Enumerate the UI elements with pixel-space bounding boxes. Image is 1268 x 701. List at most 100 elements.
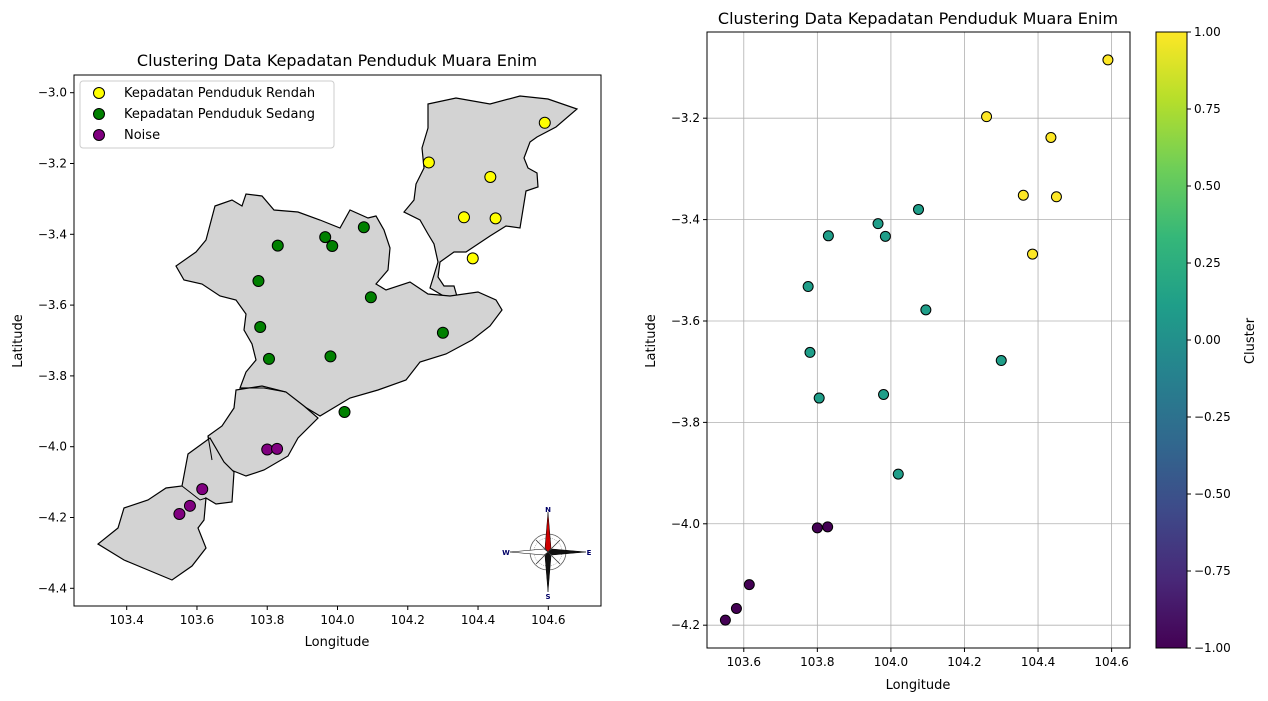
right-y-tick-label: −3.6 [671, 314, 700, 328]
right-point [1045, 131, 1057, 143]
compass-needle-south [544, 551, 552, 593]
compass-label-n: N [545, 506, 551, 514]
left-point-0 [484, 170, 497, 183]
compass-needle-east [547, 548, 587, 556]
legend-box [79, 80, 335, 149]
right-x-tick-label: 104.6 [1094, 655, 1128, 669]
regency-region-southwest [96, 437, 235, 581]
colorbar-tick-label: −0.75 [1194, 564, 1231, 578]
legend-marker [93, 129, 105, 141]
left-point-2 [261, 443, 274, 456]
colorbar-tick-label: 0.50 [1194, 179, 1221, 193]
right-point [872, 218, 884, 230]
left-point-0 [538, 116, 551, 129]
compass-label-s: S [545, 593, 550, 601]
left-point-1 [319, 231, 332, 244]
left-point-2 [183, 499, 196, 512]
left-point-1 [252, 275, 265, 288]
left-x-tick-label: 103.6 [180, 613, 214, 627]
right-point [913, 203, 924, 215]
colorbar-tick-label: 0.25 [1194, 256, 1221, 270]
compass-rose-icon: N E S W [502, 506, 591, 601]
right-point [981, 111, 993, 123]
legend-marker [93, 108, 105, 120]
legend-label: Kepadatan Penduduk Rendah [124, 86, 315, 101]
right-x-tick-label: 104.4 [1021, 655, 1055, 669]
left-point-2 [196, 483, 209, 496]
compass-needle-west [509, 548, 549, 556]
left-point-1 [436, 326, 449, 339]
regency-region-south [207, 385, 319, 477]
left-point-0 [457, 211, 470, 224]
compass-label-e: E [587, 549, 592, 557]
right-point [804, 346, 816, 358]
legend-label: Kepadatan Penduduk Sedang [124, 107, 315, 122]
right-point [822, 230, 834, 242]
right-chart-title: Clustering Data Kepadatan Penduduk Muara… [718, 9, 1118, 28]
right-point [920, 304, 932, 316]
left-point-1 [262, 352, 275, 365]
left-y-tick-label: −3.2 [38, 157, 67, 171]
colorbar-tick-label: 1.00 [1194, 25, 1221, 39]
right-y-tick-label: −4.2 [671, 618, 700, 632]
left-chart-title: Clustering Data Kepadatan Penduduk Muara… [137, 51, 537, 70]
colorbar-tick-label: 0.00 [1194, 333, 1221, 347]
left-y-tick-label: −3.6 [38, 298, 67, 312]
right-point [1102, 54, 1114, 66]
left-point-1 [357, 221, 370, 234]
left-point-1 [324, 350, 337, 363]
right-scatter-panel: Clustering Data Kepadatan Penduduk Muara… [644, 9, 1258, 693]
regency-region-north [403, 95, 579, 301]
right-point [822, 521, 834, 533]
right-gridlines [707, 32, 1130, 648]
right-x-tick-label: 104.0 [874, 655, 908, 669]
left-x-tick-label: 104.6 [531, 613, 565, 627]
right-x-tick-label: 103.6 [727, 655, 761, 669]
left-legend: Kepadatan Penduduk Rendah Kepadatan Pendu… [79, 80, 335, 149]
left-x-ticks: 103.4 103.6 103.8 104.0 104.2 104.4 104.6 [110, 606, 565, 627]
left-point-1 [326, 239, 339, 252]
left-y-tick-label: −3.0 [38, 86, 67, 100]
right-point [802, 281, 814, 293]
right-x-tick-label: 103.8 [800, 655, 834, 669]
left-x-tick-label: 103.8 [250, 613, 284, 627]
legend-label: Noise [124, 128, 160, 143]
right-y-tick-label: −4.0 [671, 517, 700, 531]
colorbar-tick-label: −0.50 [1194, 487, 1231, 501]
left-x-tick-label: 104.4 [461, 613, 495, 627]
left-x-axis-label: Longitude [305, 635, 370, 650]
legend-marker [93, 87, 105, 99]
compass-needle-north [544, 511, 552, 553]
left-point-1 [271, 239, 284, 252]
right-scatter-points [719, 54, 1114, 626]
compass-label-w: W [502, 549, 510, 557]
regency-internal-border [181, 387, 287, 501]
left-y-tick-label: −3.8 [38, 369, 67, 383]
right-point [995, 355, 1007, 367]
regency-region-central [175, 193, 503, 417]
left-y-tick-label: −3.4 [38, 227, 67, 241]
right-plot-frame [706, 31, 1131, 649]
right-point [743, 579, 755, 591]
left-point-1 [254, 321, 267, 334]
colorbar-tick-label: −1.00 [1194, 641, 1231, 655]
right-y-axis-label: Latitude [644, 314, 659, 368]
compass-diagonal [535, 539, 561, 565]
colorbar-gradient [1155, 31, 1188, 649]
left-point-0 [422, 156, 435, 169]
right-point [1017, 189, 1029, 201]
right-point [1027, 248, 1039, 260]
left-scatter-points [173, 116, 551, 520]
left-y-ticks: −3.0 −3.2 −3.4 −3.6 −3.8 −4.0 −4.2 −4.4 [38, 86, 74, 595]
left-point-0 [466, 252, 479, 265]
regency-boundary-map [96, 95, 579, 581]
right-point [813, 392, 825, 404]
right-point [892, 468, 904, 480]
right-x-ticks: 103.6 103.8 104.0 104.2 104.4 104.6 [727, 648, 1129, 669]
left-point-2 [173, 507, 186, 520]
right-x-tick-label: 104.2 [947, 655, 981, 669]
left-x-tick-label: 103.4 [110, 613, 144, 627]
left-x-tick-label: 104.2 [391, 613, 425, 627]
left-point-2 [271, 442, 284, 455]
